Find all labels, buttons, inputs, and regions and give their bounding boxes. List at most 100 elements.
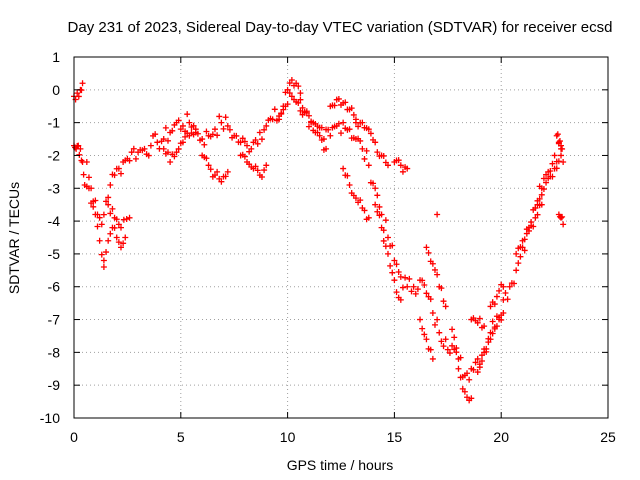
data-point bbox=[218, 119, 225, 126]
data-point bbox=[100, 211, 107, 218]
data-point bbox=[109, 205, 116, 212]
data-point bbox=[414, 286, 421, 293]
data-point bbox=[359, 119, 366, 126]
data-point bbox=[222, 114, 229, 121]
data-point bbox=[141, 145, 148, 152]
data-point bbox=[491, 301, 498, 308]
data-point bbox=[504, 296, 511, 303]
x-tick-label: 0 bbox=[70, 429, 78, 445]
data-point bbox=[254, 140, 261, 147]
data-point bbox=[384, 234, 391, 241]
data-point bbox=[434, 316, 441, 323]
data-point bbox=[115, 221, 122, 228]
data-point bbox=[111, 172, 118, 179]
data-point bbox=[325, 126, 332, 133]
data-point bbox=[559, 145, 566, 152]
data-point bbox=[160, 145, 167, 152]
data-point bbox=[436, 329, 443, 336]
data-point bbox=[92, 211, 99, 218]
data-point bbox=[378, 224, 385, 231]
data-point bbox=[556, 138, 563, 145]
data-point bbox=[493, 323, 500, 330]
data-point bbox=[299, 104, 306, 111]
data-point bbox=[521, 247, 528, 254]
data-point bbox=[534, 211, 541, 218]
data-point bbox=[474, 319, 481, 326]
data-point bbox=[457, 354, 464, 361]
data-point bbox=[305, 112, 312, 119]
data-point bbox=[357, 137, 364, 144]
data-point bbox=[209, 131, 216, 138]
data-point bbox=[515, 260, 522, 267]
data-point bbox=[182, 133, 189, 140]
data-point bbox=[284, 86, 291, 93]
data-point bbox=[256, 129, 263, 136]
data-point bbox=[179, 139, 186, 146]
data-point bbox=[423, 290, 430, 297]
data-point bbox=[117, 244, 124, 251]
data-point bbox=[239, 135, 246, 142]
data-point bbox=[100, 264, 107, 271]
x-axis-label: GPS time / hours bbox=[287, 457, 394, 473]
data-point bbox=[558, 214, 565, 221]
x-tick-label: 20 bbox=[493, 429, 509, 445]
data-point bbox=[380, 237, 387, 244]
data-point bbox=[384, 162, 391, 169]
data-point bbox=[359, 145, 366, 152]
data-point bbox=[344, 172, 351, 179]
data-point bbox=[190, 122, 197, 129]
data-point bbox=[391, 277, 398, 284]
data-point bbox=[192, 126, 199, 133]
data-point bbox=[431, 266, 438, 273]
data-point bbox=[391, 257, 398, 264]
data-point bbox=[346, 126, 353, 133]
data-point bbox=[254, 167, 261, 174]
data-point bbox=[513, 267, 520, 274]
data-point bbox=[278, 110, 285, 117]
data-point bbox=[75, 142, 82, 149]
data-point bbox=[224, 122, 231, 129]
data-point bbox=[241, 153, 248, 160]
data-point bbox=[365, 162, 372, 169]
data-point bbox=[346, 181, 353, 188]
data-point bbox=[538, 201, 545, 208]
data-point bbox=[83, 159, 90, 166]
data-point bbox=[288, 76, 295, 83]
data-point bbox=[252, 137, 259, 144]
data-point bbox=[175, 117, 182, 124]
data-point bbox=[549, 160, 556, 167]
data-point bbox=[489, 318, 496, 325]
data-point bbox=[506, 283, 513, 290]
data-point bbox=[429, 260, 436, 267]
data-point bbox=[94, 223, 101, 230]
data-point bbox=[207, 166, 214, 173]
data-point bbox=[203, 128, 210, 135]
data-point bbox=[410, 283, 417, 290]
data-point bbox=[90, 203, 97, 210]
data-point bbox=[76, 151, 83, 158]
data-point bbox=[389, 269, 396, 276]
data-point bbox=[107, 181, 114, 188]
y-tick-label: 1 bbox=[52, 49, 60, 65]
data-point bbox=[340, 165, 347, 172]
data-point bbox=[543, 179, 550, 186]
data-point bbox=[218, 178, 225, 185]
data-point bbox=[374, 149, 381, 156]
data-point bbox=[395, 269, 402, 276]
data-point bbox=[427, 296, 434, 303]
data-point bbox=[442, 303, 449, 310]
data-point bbox=[560, 221, 567, 228]
data-point bbox=[453, 349, 460, 356]
data-point bbox=[122, 234, 129, 241]
data-point bbox=[105, 201, 112, 208]
data-point bbox=[427, 346, 434, 353]
data-point bbox=[355, 123, 362, 130]
data-point bbox=[105, 194, 112, 201]
data-point bbox=[374, 208, 381, 215]
data-point bbox=[98, 221, 105, 228]
data-point bbox=[305, 123, 312, 130]
data-point bbox=[312, 129, 319, 136]
data-point bbox=[560, 159, 567, 166]
data-point bbox=[327, 132, 334, 139]
data-point bbox=[511, 280, 518, 287]
